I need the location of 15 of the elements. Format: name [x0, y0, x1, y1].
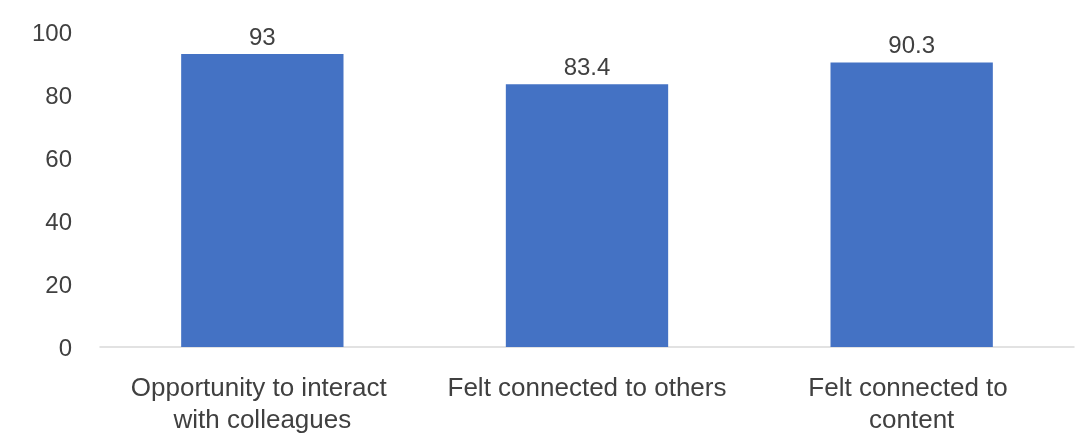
data-label: 90.3	[888, 31, 936, 59]
y-tick-label: 60	[45, 144, 72, 172]
y-tick-label: 0	[58, 333, 72, 361]
x-tick-label: Opportunity to interact with colleagues	[130, 372, 394, 434]
x-tick-label: Felt connected to content	[808, 372, 1016, 434]
bar	[505, 84, 669, 347]
y-tick-label: 80	[45, 81, 72, 109]
y-tick-label: 20	[45, 270, 72, 298]
y-tick-label: 100	[31, 18, 72, 46]
bar	[830, 62, 993, 347]
data-label: 83.4	[563, 52, 611, 80]
y-tick-label: 40	[45, 207, 72, 235]
bar	[181, 54, 344, 347]
data-label: 93	[248, 22, 276, 50]
x-tick-label: Felt connected to others	[447, 372, 727, 402]
